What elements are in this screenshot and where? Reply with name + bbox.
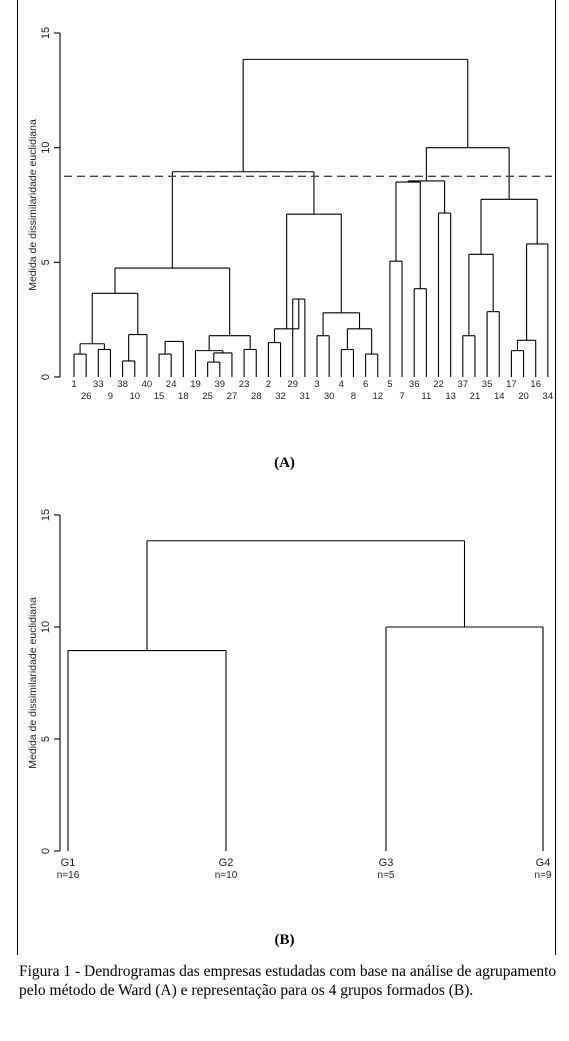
b-y-tick-label: 0 xyxy=(40,848,52,854)
a-leaf-label: 7 xyxy=(399,391,404,402)
a-leaf-label: 18 xyxy=(178,391,189,402)
a-leaf-label: 35 xyxy=(482,379,493,390)
a-leaf-label: 20 xyxy=(518,391,529,402)
a-leaf-label: 5 xyxy=(387,379,392,390)
a-leaf-label: 37 xyxy=(458,379,469,390)
a-leaf-label: 9 xyxy=(108,391,113,402)
a-leaf-label: 1 xyxy=(71,379,76,390)
a-leaf-label: 38 xyxy=(117,379,128,390)
a-leaf-label: 32 xyxy=(275,391,286,402)
a-leaf-label: 13 xyxy=(445,391,456,402)
a-leaf-label: 22 xyxy=(433,379,444,390)
a-leaf-label: 29 xyxy=(287,379,298,390)
a-leaf-label: 15 xyxy=(154,391,165,402)
a-leaf-label: 21 xyxy=(470,391,481,402)
b-leaf-count: n=5 xyxy=(378,870,395,881)
a-y-tick-label: 5 xyxy=(40,259,52,265)
a-y-tick-label: 15 xyxy=(40,27,52,39)
a-leaf-label: 39 xyxy=(215,379,226,390)
a-leaf-label: 40 xyxy=(142,379,153,390)
a-y-tick-label: 10 xyxy=(40,142,52,154)
a-leaf-label: 4 xyxy=(339,379,344,390)
a-leaf-label: 36 xyxy=(409,379,420,390)
a-leaf-label: 34 xyxy=(543,391,554,402)
a-leaf-label: 12 xyxy=(372,391,383,402)
b-y-tick-label: 10 xyxy=(40,621,52,633)
b-y-axis-label: Medida de dissimilaridade euclidiana xyxy=(27,597,39,769)
a-leaf-label: 2 xyxy=(266,379,271,390)
b-leaf-count: n=16 xyxy=(57,870,80,881)
caption-lead: Figura 1 - xyxy=(19,963,81,980)
a-leaf-label: 11 xyxy=(421,391,431,402)
a-leaf-label: 23 xyxy=(239,379,250,390)
frame-right-line xyxy=(555,0,556,955)
a-leaf-label: 14 xyxy=(494,391,505,402)
a-leaf-label: 30 xyxy=(324,391,335,402)
a-leaf-label: 10 xyxy=(129,391,140,402)
frame-left-line xyxy=(17,0,18,955)
b-leaf-count: n=10 xyxy=(215,870,238,881)
a-leaf-label: 28 xyxy=(251,391,262,402)
a-leaf-label: 26 xyxy=(81,391,92,402)
a-leaf-label: 31 xyxy=(300,391,311,402)
b-leaf-label: G1 xyxy=(61,857,76,869)
a-leaf-label: 17 xyxy=(506,379,517,390)
a-leaf-label: 3 xyxy=(314,379,319,390)
a-y-tick-label: 0 xyxy=(40,374,52,380)
dendrogram-b: 0 5 10 15 Medida de dissimilaridade euclidia… xyxy=(27,509,552,881)
figure-caption: Figura 1 - Dendrogramas das empresas est… xyxy=(19,962,557,1000)
b-leaf-label: G2 xyxy=(219,857,234,869)
a-leaf-label: 33 xyxy=(93,379,104,390)
b-leaf-label: G3 xyxy=(379,857,394,869)
a-y-axis-label: Medida de dissimilaridade euclidiana xyxy=(27,119,39,291)
b-y-tick-label: 15 xyxy=(40,509,52,521)
a-leaf-label: 16 xyxy=(530,379,541,390)
a-leaf-label: 24 xyxy=(166,379,177,390)
a-leaf-label: 19 xyxy=(190,379,201,390)
panel-label-a: (A) xyxy=(274,455,295,471)
b-leaf-count: n=9 xyxy=(535,870,552,881)
b-y-tick-label: 5 xyxy=(40,736,52,742)
caption-text: Dendrogramas das empresas estudadas com … xyxy=(19,963,557,999)
a-leaf-label: 6 xyxy=(363,379,368,390)
panel-label-b: (B) xyxy=(274,932,295,948)
a-leaf-label: 8 xyxy=(351,391,356,402)
a-leaf-label: 27 xyxy=(227,391,238,402)
b-leaf-label: G4 xyxy=(536,857,551,869)
a-leaf-label: 25 xyxy=(202,391,213,402)
